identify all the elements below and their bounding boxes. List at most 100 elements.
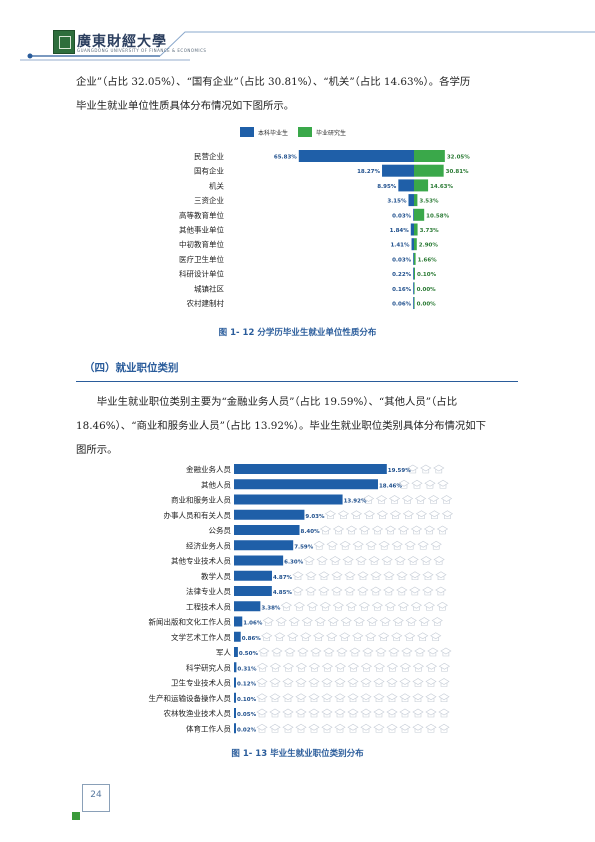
grad-cap-icon [378,540,390,550]
grad-cap-icon [321,708,333,718]
grad-cap-icon [282,693,294,703]
grad-cap-icon [391,540,403,550]
grad-cap-icon [436,525,449,535]
grad-cap-icon [332,525,345,535]
bar [234,525,300,535]
grad-cap-icon [305,586,317,596]
grad-cap-icon [438,662,451,672]
grad-cap-icon [373,723,385,733]
grad-cap-icon [381,556,393,565]
grad-cap-icon [378,632,390,642]
grad-cap-icon [308,678,320,687]
category-label: 金融业务人员 [186,464,231,474]
grad-cap-icon [386,693,398,703]
grad-cap-icon [308,708,320,718]
grad-cap-icon [412,678,424,687]
grad-cap-icon [417,632,429,642]
grad-cap-icon [425,678,437,687]
grad-cap-icon [424,479,436,489]
grad-cap-icon [407,556,419,565]
bar-undergrad [398,179,414,192]
figure-13-caption: 图 1- 13 毕业生就业职位类别分布 [231,749,364,759]
grad-cap-icon [293,601,305,611]
grad-cap-icon [342,556,354,565]
grad-cap-icon [321,693,333,703]
grad-cap-icon [269,678,281,687]
legend-label-undergrad: 本科毕业生 [258,129,288,137]
grad-cap-icon [284,647,296,657]
grad-cap-icon [438,693,450,703]
grad-cap-icon [326,540,338,550]
page-number-frame [82,784,110,812]
grad-cap-icon [383,586,395,596]
grad-cap-icon [323,647,335,657]
grad-cap-icon [360,708,372,718]
bar-undergrad [413,208,414,221]
category-label: 民营企业 [194,151,224,161]
legend-swatch-undergrad [240,127,254,137]
section-rule [76,381,518,382]
grad-cap-icon [358,601,370,611]
grad-cap-icon [414,647,426,657]
grad-cap-icon [313,632,325,642]
bar-postgrad [414,267,415,280]
university-logo [53,30,75,54]
grad-cap-icon [256,723,268,733]
grad-cap-icon [360,693,372,703]
data-label: 7.59% [294,544,314,550]
bar [234,464,387,474]
grad-cap-icon [375,495,388,504]
grad-cap-icon [274,632,286,642]
grad-cap-icon [362,495,375,504]
data-label: 8.40% [301,529,321,535]
paragraph-2-line-2: 18.46%）、“商业和服务业人员”（占比 13.92%）。毕业生就业职位类别具… [76,420,487,432]
bar [234,631,241,642]
grad-cap-icon [422,571,434,581]
grad-cap-icon [427,647,439,657]
grad-cap-icon [383,571,395,581]
bar [234,494,343,505]
data-label-undergrad: 3.15% [387,199,407,205]
bar-undergrad [410,223,414,236]
grad-cap-icon [401,647,413,657]
paragraph-2-line-1: 毕业生就业职位类别主要为“金融业务人员”（占比 19.59%）、“其他人员”（占… [96,396,458,408]
grad-cap-icon [303,556,315,565]
grad-cap-icon [256,678,268,687]
grad-cap-icon [386,678,398,687]
grad-cap-icon [388,647,400,657]
data-label: 0.02% [237,727,257,733]
data-label: 0.86% [242,636,262,642]
grad-cap-icon [414,495,427,504]
category-label: 其他事业单位 [179,225,224,235]
bar [234,708,236,718]
grad-cap-icon [437,479,449,489]
grad-cap-icon [360,662,373,672]
grad-cap-icon [399,662,412,672]
grad-cap-icon [334,662,347,672]
paragraph-1-line-2: 毕业生就业单位性质具体分布情况如下图所示。 [76,100,295,112]
grad-cap-icon [435,571,447,581]
grad-cap-icon [410,601,422,611]
grad-cap-icon [256,708,268,718]
grad-cap-icon [370,586,382,596]
grad-cap-icon [327,617,339,626]
grad-cap-icon [324,510,337,520]
data-label-undergrad: 65.83% [274,155,297,161]
grad-cap-icon [334,678,346,687]
category-label: 机关 [209,180,224,190]
category-label: 办事人员和有关人员 [164,510,232,520]
grad-cap-icon [292,571,304,581]
category-label: 生产和运输设备操作人员 [149,693,232,703]
grad-cap-icon [386,723,398,733]
grad-cap-icon [412,662,425,672]
grad-cap-icon [425,662,438,672]
legend-label-postgrad: 毕业研究生 [316,129,346,137]
data-label: 0.50% [239,651,259,657]
grad-cap-icon [256,693,268,703]
grad-cap-icon [405,617,417,626]
data-label: 9.03% [305,514,325,520]
grad-cap-icon [349,647,361,657]
grad-cap-icon [282,708,294,718]
grad-cap-icon [440,647,452,657]
bar [234,616,243,627]
